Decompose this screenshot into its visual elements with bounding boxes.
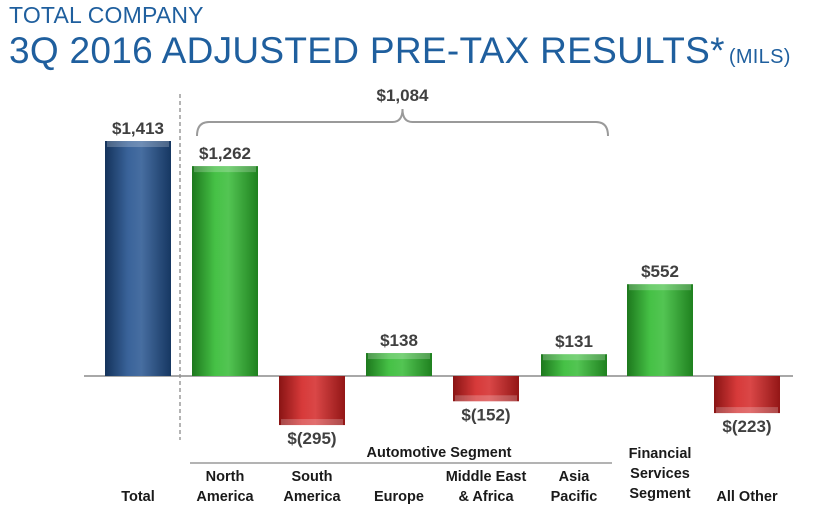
bar-bevel-6 xyxy=(629,284,691,291)
bar-5 xyxy=(541,354,607,376)
supertitle: TOTAL COMPANY xyxy=(9,2,204,28)
category-label-6-0: Financial xyxy=(629,446,692,462)
category-label-2-1: America xyxy=(283,489,341,505)
bar-bevel-0 xyxy=(107,141,169,147)
page-title: 3Q 2016 ADJUSTED PRE-TAX RESULTS* (MILS) xyxy=(9,30,791,72)
category-label-4-1: & Africa xyxy=(458,489,514,505)
value-label-4: $(152) xyxy=(461,405,510,424)
bar-6 xyxy=(627,284,693,376)
group-label-automotive: Automotive Segment xyxy=(366,445,511,461)
bar-4 xyxy=(453,376,519,402)
bar-2 xyxy=(279,376,345,426)
bar-bevel-1 xyxy=(194,166,256,173)
bar-bevel-7 xyxy=(716,407,778,414)
bar-bevel-3 xyxy=(368,353,430,360)
bracket-total-label: $1,084 xyxy=(377,86,430,105)
title-text: 3Q 2016 ADJUSTED PRE-TAX RESULTS* xyxy=(9,30,725,71)
bar-bevel-5 xyxy=(543,354,605,361)
category-label-7-0: All Other xyxy=(716,489,778,505)
bar-bevel-2 xyxy=(281,419,343,426)
automotive-bracket xyxy=(196,108,609,137)
value-label-2: $(295) xyxy=(287,429,336,448)
bar-3 xyxy=(366,353,432,376)
bar-7 xyxy=(714,376,780,414)
category-label-6-1: Services xyxy=(630,466,690,482)
units-label: (MILS) xyxy=(728,46,791,68)
value-label-5: $131 xyxy=(555,332,593,351)
category-label-5-1: Pacific xyxy=(551,489,598,505)
category-label-2-0: South xyxy=(291,469,332,485)
category-label-6-2: Segment xyxy=(629,486,690,502)
bar-1 xyxy=(192,166,258,376)
category-label-3-0: Europe xyxy=(374,489,424,505)
value-label-0: $1,413 xyxy=(112,119,164,138)
value-label-3: $138 xyxy=(380,331,418,350)
value-label-7: $(223) xyxy=(722,417,771,436)
category-label-0-0: Total xyxy=(121,489,155,505)
category-label-4-0: Middle East xyxy=(446,469,527,485)
value-label-6: $552 xyxy=(641,262,679,281)
bar-bevel-4 xyxy=(455,395,517,402)
category-label-1-1: America xyxy=(196,489,254,505)
value-label-1: $1,262 xyxy=(199,144,251,163)
category-label-1-0: North xyxy=(206,469,245,485)
category-label-5-0: Asia xyxy=(559,469,591,485)
bar-0 xyxy=(105,141,171,376)
